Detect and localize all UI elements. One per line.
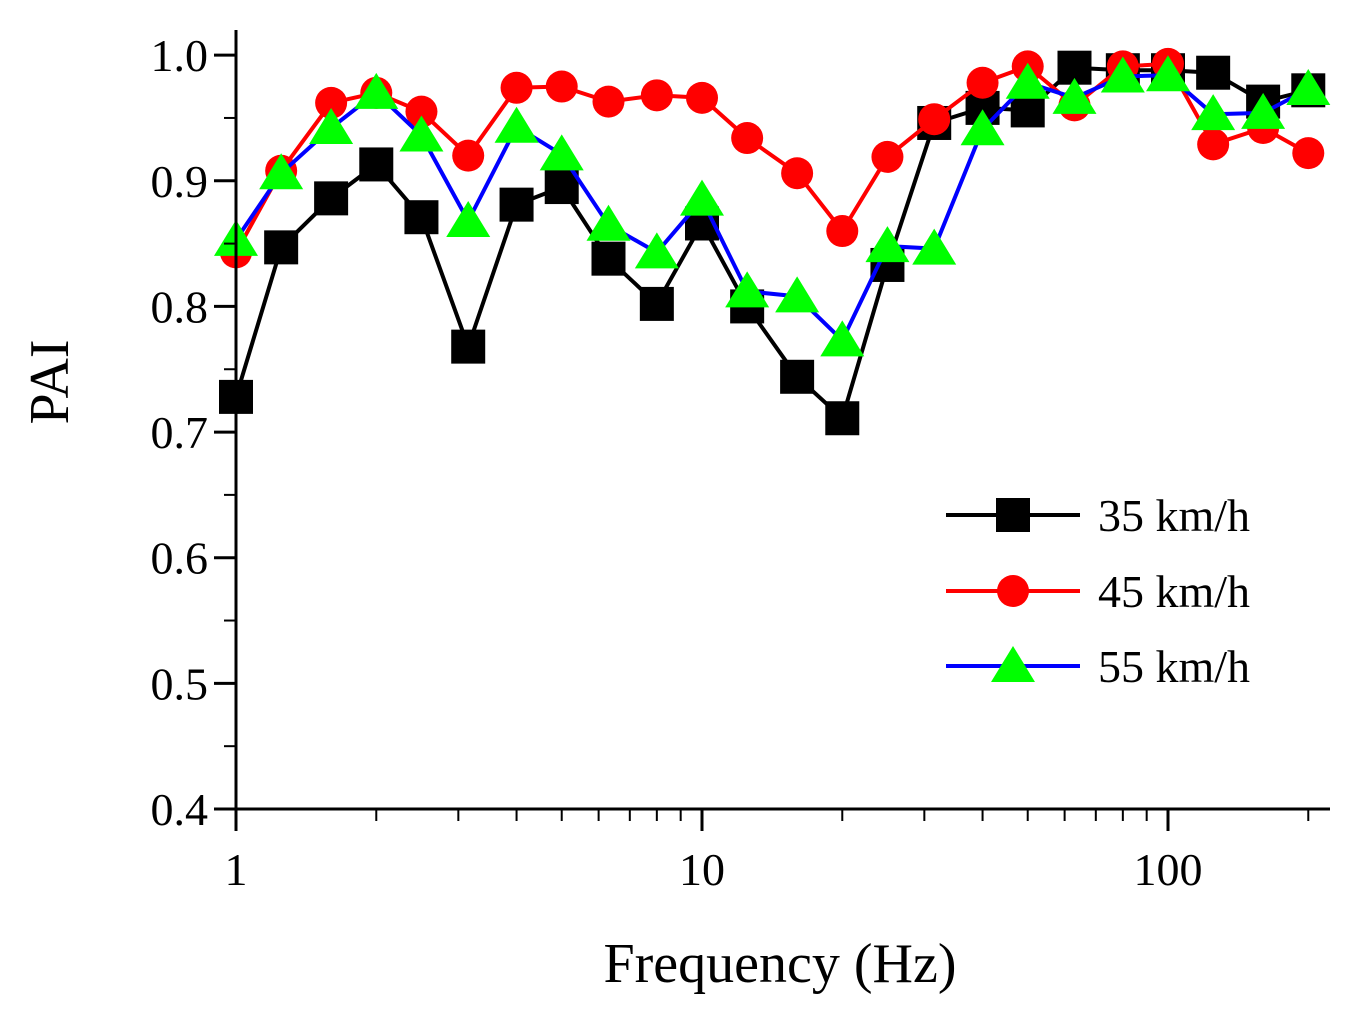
data-point-square <box>1010 93 1045 128</box>
legend-marker-triangle <box>991 646 1035 682</box>
legend: 35 km/h 45 km/h 55 km/h <box>946 490 1250 692</box>
series-55-km-h <box>214 55 1331 357</box>
series-line <box>234 73 1310 343</box>
ticks-layer: 0.4 0.5 0.6 0.7 0.8 0.9 1.0 1 10 100 <box>151 30 1310 895</box>
data-point-triangle <box>539 134 584 171</box>
y-tick-label: 0.9 <box>151 156 209 207</box>
data-point-circle <box>545 70 578 103</box>
data-point-square <box>591 241 626 276</box>
x-tick-label: 1 <box>225 844 248 895</box>
data-point-triangle <box>820 320 865 357</box>
legend-marker-circle <box>997 575 1029 607</box>
data-point-triangle <box>1286 69 1331 106</box>
data-point-triangle <box>354 72 399 109</box>
data-point-square <box>314 181 349 216</box>
data-point-square <box>499 187 534 222</box>
data-point-triangle <box>1191 94 1236 131</box>
data-point-circle <box>731 122 764 155</box>
data-point-circle <box>640 79 673 112</box>
data-point-triangle <box>586 204 631 241</box>
y-tick-label: 0.7 <box>151 407 209 458</box>
data-point-triangle <box>634 232 679 269</box>
data-point-triangle <box>309 108 354 145</box>
data-point-triangle <box>865 226 910 263</box>
data-point-triangle <box>1100 56 1145 93</box>
data-point-square <box>451 329 486 364</box>
data-point-triangle <box>494 106 539 143</box>
data-point-triangle <box>1146 55 1190 92</box>
data-point-square <box>264 230 299 265</box>
y-tick-label: 0.6 <box>151 533 209 584</box>
data-point-triangle <box>1241 92 1286 129</box>
data-point-triangle <box>259 153 304 190</box>
legend-label: 45 km/h <box>1098 566 1250 617</box>
data-point-triangle <box>960 109 1005 146</box>
data-point-circle <box>686 81 718 114</box>
data-point-square <box>639 286 674 321</box>
y-tick-label: 0.8 <box>151 281 209 332</box>
data-point-circle <box>592 85 625 118</box>
data-point-circle <box>826 215 859 248</box>
series-layer <box>214 47 1331 436</box>
data-point-square <box>404 200 439 235</box>
data-point-triangle <box>1005 62 1050 99</box>
data-point-circle <box>966 66 999 99</box>
y-tick-label: 0.4 <box>151 784 209 835</box>
legend-marker-square <box>996 498 1030 532</box>
data-point-circle <box>405 95 438 128</box>
data-point-circle <box>918 103 951 136</box>
x-tick-label: 10 <box>679 844 725 895</box>
data-point-circle <box>315 86 348 119</box>
data-point-circle <box>781 157 814 190</box>
data-point-square <box>825 401 860 436</box>
data-point-circle <box>500 71 533 104</box>
data-point-circle <box>1292 137 1325 170</box>
data-point-square <box>544 170 579 205</box>
data-point-square <box>780 359 815 394</box>
data-point-circle <box>871 140 904 173</box>
x-tick-label: 100 <box>1134 844 1203 895</box>
data-point-square <box>1196 55 1231 90</box>
data-point-triangle <box>680 179 724 216</box>
data-point-triangle <box>399 115 444 152</box>
data-point-square <box>359 147 394 182</box>
axes-layer <box>234 30 1330 811</box>
data-point-circle <box>1197 128 1230 161</box>
legend-label: 55 km/h <box>1098 641 1250 692</box>
data-point-triangle <box>446 200 491 237</box>
data-point-triangle <box>775 276 820 313</box>
legend-label: 35 km/h <box>1098 490 1250 541</box>
y-tick-label: 0.5 <box>151 658 209 709</box>
data-point-triangle <box>725 271 770 308</box>
series-line <box>234 65 1309 421</box>
data-point-triangle <box>912 228 957 265</box>
data-point-circle <box>452 139 485 172</box>
y-tick-label: 1.0 <box>151 30 209 81</box>
data-point-triangle <box>1052 77 1097 114</box>
x-axis-title: Frequency (Hz) <box>604 933 957 995</box>
y-axis-title: PAI <box>19 339 81 424</box>
series-line <box>234 61 1310 254</box>
